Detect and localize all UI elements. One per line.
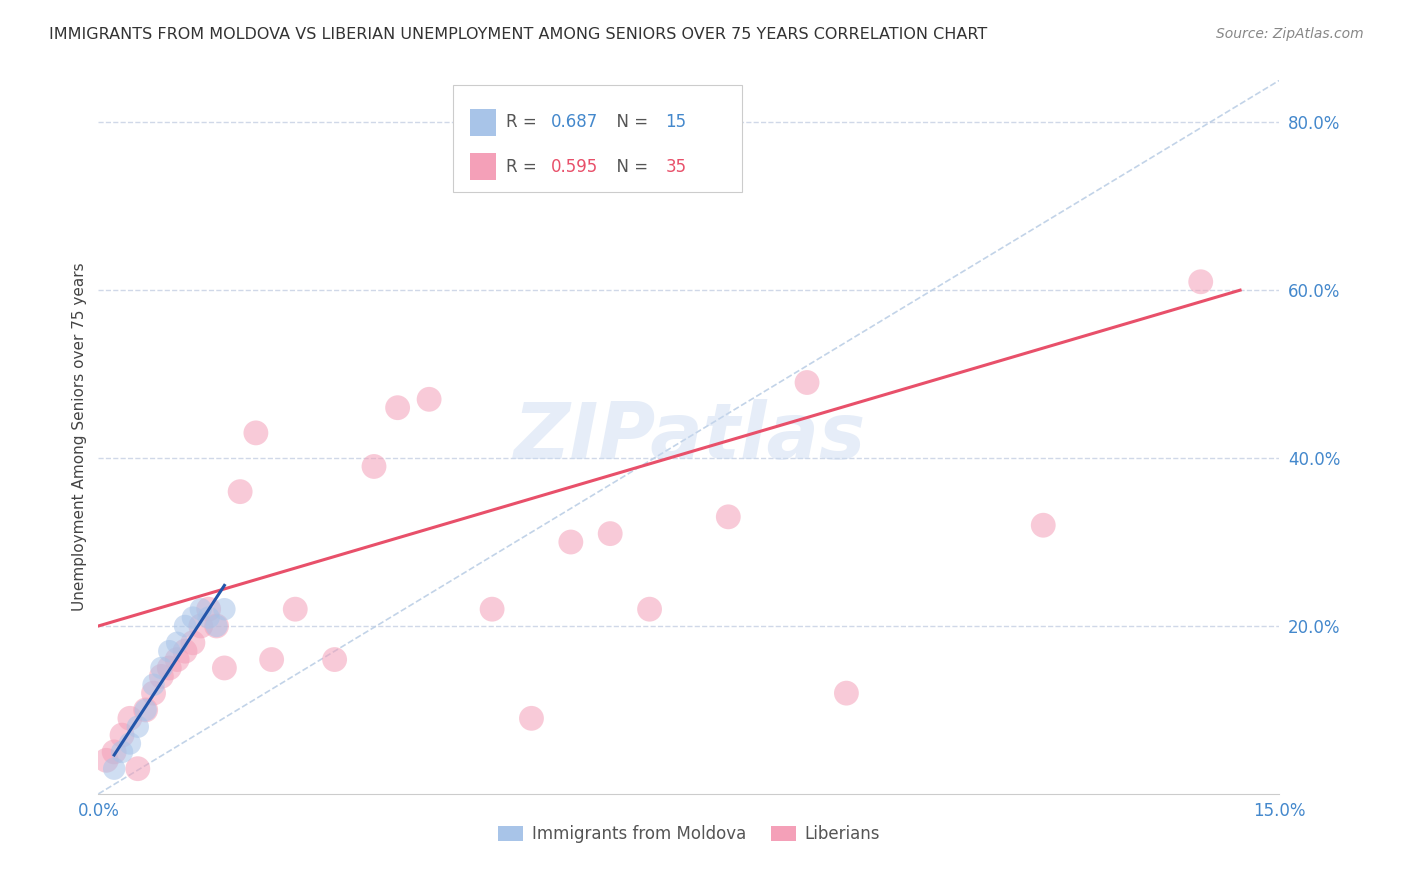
Point (150, 661, 173, 675)
Text: 0.595: 0.595 (551, 158, 598, 176)
Point (835, 686, 858, 700)
Point (127, 720, 149, 734)
Point (678, 157, 700, 171)
Point (166, 636, 188, 650)
Point (157, 661, 180, 675)
Point (214, 602, 236, 616)
Point (118, 737, 141, 751)
Point (214, 661, 236, 675)
Point (103, 762, 125, 776)
Point (166, 652, 188, 666)
Point (111, 728, 134, 742)
Point (1032, 518, 1054, 533)
Point (599, 526, 621, 541)
Text: 35: 35 (665, 158, 686, 176)
Point (181, 636, 204, 650)
Point (363, 459, 385, 474)
Point (245, 425, 267, 440)
Point (560, 535, 582, 549)
Point (118, 711, 141, 725)
Point (135, 703, 157, 717)
Point (1189, 275, 1212, 289)
Point (197, 610, 219, 624)
Text: IMMIGRANTS FROM MOLDOVA VS LIBERIAN UNEMPLOYMENT AMONG SENIORS OVER 75 YEARS COR: IMMIGRANTS FROM MOLDOVA VS LIBERIAN UNEM… (49, 27, 987, 42)
Point (135, 703, 157, 717)
Point (142, 686, 165, 700)
Point (205, 619, 228, 633)
Text: N =: N = (606, 158, 654, 176)
Point (190, 619, 212, 633)
Point (323, 652, 346, 666)
Y-axis label: Unemployment Among Seniors over 75 years: Unemployment Among Seniors over 75 years (72, 263, 87, 611)
Point (103, 745, 125, 759)
Text: 0.687: 0.687 (551, 113, 598, 131)
Text: R =: R = (506, 113, 541, 131)
Point (157, 644, 180, 658)
Point (181, 610, 204, 624)
Point (150, 669, 173, 683)
Point (638, 602, 661, 616)
Point (387, 401, 409, 415)
Text: ZIPatlas: ZIPatlas (513, 399, 865, 475)
Point (96, 753, 118, 767)
Point (796, 376, 818, 390)
Point (717, 509, 740, 524)
Point (481, 602, 503, 616)
Point (127, 762, 149, 776)
Text: Source: ZipAtlas.com: Source: ZipAtlas.com (1216, 27, 1364, 41)
Legend: Immigrants from Moldova, Liberians: Immigrants from Moldova, Liberians (492, 819, 886, 850)
Text: N =: N = (606, 113, 654, 131)
Point (174, 619, 197, 633)
Point (197, 602, 219, 616)
Point (190, 602, 212, 616)
Point (418, 392, 440, 407)
Point (229, 484, 252, 499)
Point (260, 652, 283, 666)
Point (520, 711, 543, 725)
Point (205, 619, 228, 633)
Point (284, 602, 307, 616)
Point (142, 678, 165, 692)
Text: R =: R = (506, 158, 541, 176)
Bar (471, 109, 496, 136)
Text: 15: 15 (665, 113, 686, 131)
Point (174, 644, 197, 658)
FancyBboxPatch shape (453, 86, 742, 193)
Point (111, 745, 134, 759)
Bar (471, 153, 496, 180)
